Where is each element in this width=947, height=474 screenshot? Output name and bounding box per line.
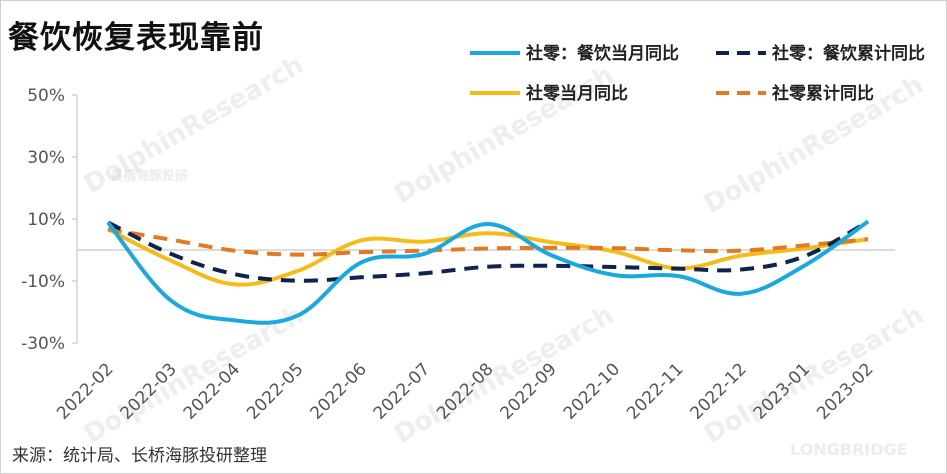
legend-label: 社零：餐饮当月同比 [525,43,679,64]
x-tick-label: 2022-10 [560,359,624,423]
y-tick-label: 50% [27,86,65,106]
series-lines [106,219,870,325]
chart-title: 餐饮恢复表现靠前 [8,20,264,56]
x-tick-label: 2022-09 [497,359,561,423]
y-tick-label: 10% [27,210,65,230]
legend-label: 社零：餐饮累计同比 [771,43,925,64]
x-tick-label: 2022-12 [687,359,751,423]
x-tick-label: 2022-07 [370,359,434,423]
y-tick-label: -30% [21,334,65,354]
x-tick-label: 2022-04 [180,359,244,423]
y-tick-label: 30% [27,148,65,168]
series-line-2 [107,227,869,287]
x-axis: 2022-022022-032022-042022-052022-062022-… [53,249,895,424]
x-tick-label: 2022-08 [433,359,497,423]
y-tick-label: -10% [21,272,65,292]
watermark-latin: LONGBRIDGE [790,440,908,459]
x-tick-label: 2022-05 [243,359,307,423]
y-axis: 50% 30% 10% -10% -30% [21,86,78,354]
legend-label: 社零当月同比 [525,83,628,104]
x-tick-label: 2022-11 [623,359,687,423]
series-line-0 [106,219,870,325]
watermark-cn: 長橋海豚投研 [110,169,189,184]
series-line-1 [107,219,869,283]
series-line-3 [107,227,869,257]
x-tick-label: 2022-03 [117,359,181,423]
legend-label: 社零累计同比 [771,83,874,104]
x-tick-label: 2023-02 [813,359,877,423]
x-tick-label: 2022-06 [307,359,371,423]
x-tick-label: 2023-01 [750,359,814,423]
source-note: 来源：统计局、长桥海豚投研整理 [12,446,267,466]
x-tick-label: 2022-02 [53,359,117,423]
